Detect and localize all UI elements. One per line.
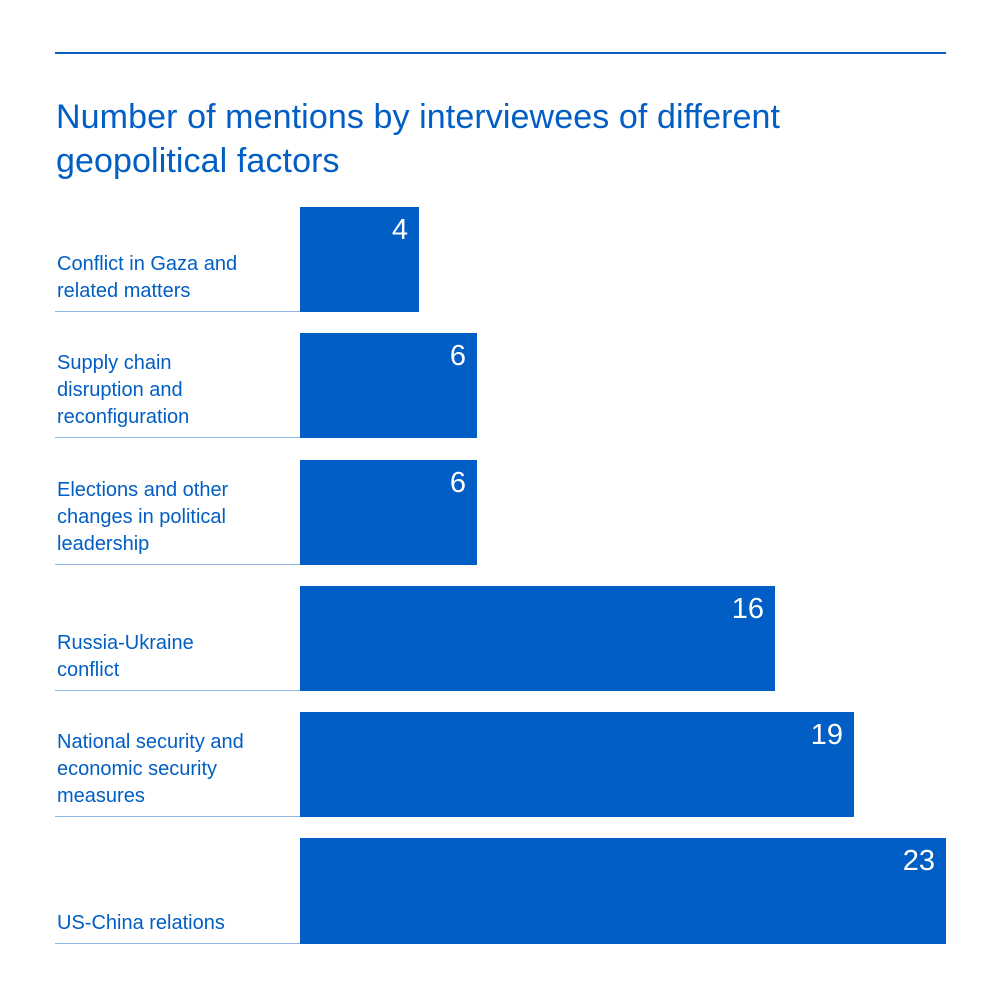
row-separator bbox=[55, 816, 300, 817]
bar-row: 23 US-China relations bbox=[0, 838, 1000, 944]
chart-title: Number of mentions by interviewees of di… bbox=[56, 97, 781, 180]
bar-value-label: 16 bbox=[731, 593, 764, 625]
bar-value-label: 6 bbox=[449, 467, 466, 499]
row-separator bbox=[55, 437, 300, 438]
bar: 6 bbox=[300, 333, 477, 438]
bar-row: 6 Supply chain disruption and reconfigur… bbox=[0, 333, 1000, 438]
category-label: Elections and other changes in political… bbox=[57, 479, 229, 555]
bar: 16 bbox=[300, 586, 775, 691]
bar-row: 16 Russia-Ukraine conflict bbox=[0, 586, 1000, 691]
row-separator bbox=[55, 564, 300, 565]
row-separator bbox=[55, 943, 300, 944]
bar-value-label: 23 bbox=[902, 845, 935, 877]
bar-row: 19 National security and economic securi… bbox=[0, 712, 1000, 817]
bar: 23 bbox=[300, 838, 946, 944]
category-label: Supply chain disruption and reconfigurat… bbox=[57, 352, 190, 428]
bar: 19 bbox=[300, 712, 854, 817]
category-label: US-China relations bbox=[57, 912, 225, 934]
bar-value-label: 4 bbox=[391, 214, 408, 246]
bar-row: 6 Elections and other changes in politic… bbox=[0, 460, 1000, 565]
bar-value-label: 6 bbox=[449, 340, 466, 372]
bar-row: 4 Conflict in Gaza and related matters bbox=[0, 207, 1000, 312]
bar: 6 bbox=[300, 460, 477, 565]
bar-value-label: 19 bbox=[810, 719, 843, 751]
category-label: National security and economic security … bbox=[57, 731, 244, 807]
top-rule bbox=[55, 52, 946, 54]
bar: 4 bbox=[300, 207, 419, 312]
category-label: Russia-Ukraine conflict bbox=[57, 632, 194, 681]
row-separator bbox=[55, 690, 300, 691]
row-separator bbox=[55, 311, 300, 312]
category-label: Conflict in Gaza and related matters bbox=[57, 253, 238, 302]
